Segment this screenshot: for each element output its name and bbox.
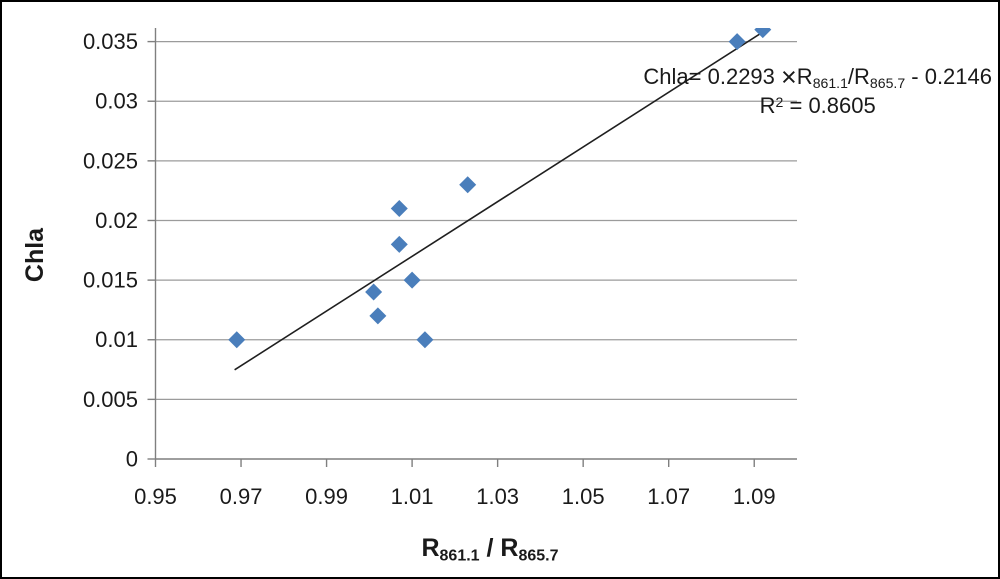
x-tick-label: 1.03 [476,484,519,509]
y-tick-label: 0.025 [83,148,138,173]
y-tick-label: 0.005 [83,387,138,412]
data-point-marker [390,200,408,218]
x-tick-label: 1.07 [647,484,690,509]
x-tick-label: 0.99 [305,484,348,509]
y-tick-label: 0.03 [95,89,138,114]
y-tick-label: 0.015 [83,268,138,293]
x-tick-label: 1.01 [391,484,434,509]
trendline-annotation: Chla= 0.2293 ×R861.1/R865.7 - 0.2146 R2 … [643,62,992,120]
x-tick-label: 1.05 [562,484,605,509]
equation-prefix: Chla= 0.2293 [643,64,782,89]
x-axis-title-subscript: 865.7 [518,547,559,565]
trendline-equation: Chla= 0.2293 ×R861.1/R865.7 - 0.2146 [643,62,992,91]
x-axis-title-subscript: 861.1 [439,547,480,565]
data-point-marker [228,331,246,349]
x-tick-label: 0.97 [220,484,263,509]
data-point-marker [728,33,746,51]
x-axis-title-divider: / R [479,534,519,562]
y-tick-label: 0.035 [83,29,138,54]
r-squared-value: R2 = 0.8605 [643,91,992,120]
equation-divider: /R [847,64,870,89]
multiplication-sign: × [781,62,797,92]
equation-subscript: 865.7 [869,74,906,91]
trendline [234,30,766,371]
y-tick-label: 0.01 [95,327,138,352]
data-point-marker [369,307,387,325]
equation-subscript: 861.1 [812,74,848,91]
x-axis-title-symbol: R [421,534,440,562]
y-tick-label: 0 [126,447,138,472]
data-point-marker [459,176,477,194]
data-point-marker [365,283,383,301]
equation-suffix: - 0.2146 [905,64,992,89]
r-squared-symbol: R [759,93,776,118]
data-point-marker [416,331,434,349]
data-point-marker [403,271,421,289]
r-squared-exponent: 2 [775,94,784,111]
y-tick-label: 0.02 [95,208,138,233]
x-tick-label: 1.09 [733,484,776,509]
equation-symbol: R [796,64,813,89]
x-tick-label: 0.95 [134,484,177,509]
x-axis-title: R861.1 / R865.7 [390,534,590,565]
y-axis-title: Chla [21,227,49,283]
data-point-marker [390,235,408,253]
r-squared-text: = 0.8605 [783,93,876,118]
data-point-marker [754,28,772,39]
